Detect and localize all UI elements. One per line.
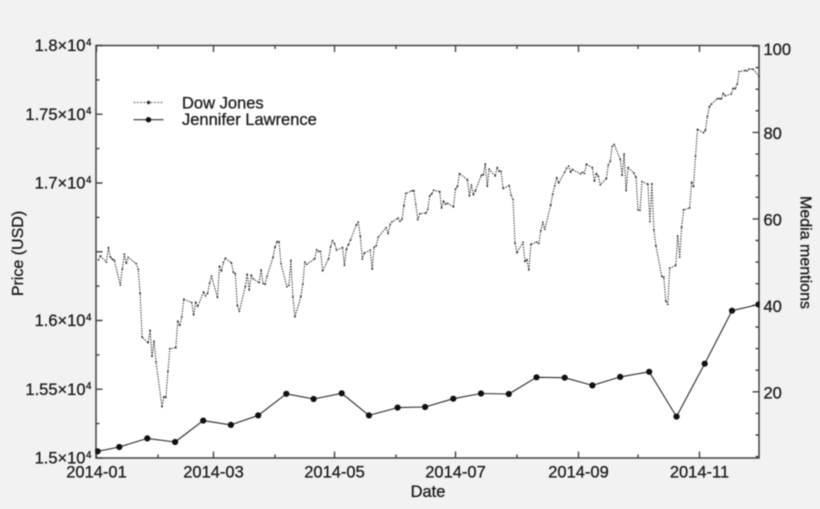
- svg-text:1.5×10: 1.5×10: [35, 450, 86, 468]
- svg-text:Date: Date: [411, 483, 446, 501]
- svg-text:1.7×10: 1.7×10: [35, 175, 86, 193]
- svg-text:40: 40: [764, 298, 782, 316]
- svg-text:4: 4: [86, 381, 92, 392]
- svg-text:4: 4: [86, 450, 92, 461]
- svg-text:Dow Jones: Dow Jones: [182, 94, 264, 112]
- svg-text:1.8×10: 1.8×10: [35, 37, 86, 55]
- svg-text:2014-05: 2014-05: [304, 463, 365, 481]
- svg-text:Jennifer Lawrence: Jennifer Lawrence: [182, 111, 317, 129]
- svg-text:4: 4: [86, 312, 92, 323]
- svg-text:Media mentions: Media mentions: [797, 196, 814, 309]
- svg-text:2014-11: 2014-11: [670, 463, 729, 481]
- svg-text:1.75×10: 1.75×10: [25, 106, 85, 124]
- svg-text:60: 60: [764, 212, 782, 230]
- svg-text:4: 4: [86, 37, 92, 48]
- svg-text:4: 4: [86, 175, 92, 186]
- svg-text:2014-09: 2014-09: [548, 463, 609, 481]
- svg-text:1.6×10: 1.6×10: [35, 312, 86, 330]
- svg-text:20: 20: [764, 384, 782, 402]
- svg-text:Price (USD): Price (USD): [10, 211, 27, 296]
- svg-text:80: 80: [764, 125, 782, 143]
- svg-text:1.55×10: 1.55×10: [25, 381, 85, 399]
- svg-text:100: 100: [764, 41, 792, 59]
- svg-text:2014-03: 2014-03: [183, 463, 244, 481]
- svg-text:4: 4: [86, 106, 92, 117]
- svg-text:2014-01: 2014-01: [66, 463, 127, 481]
- svg-text:2014-07: 2014-07: [425, 463, 486, 481]
